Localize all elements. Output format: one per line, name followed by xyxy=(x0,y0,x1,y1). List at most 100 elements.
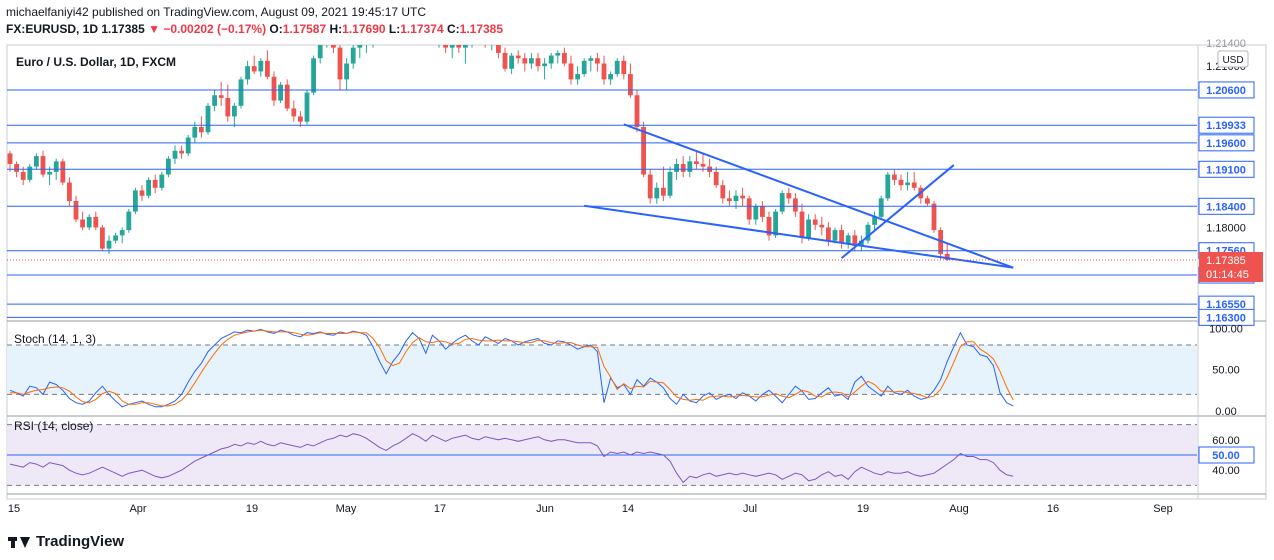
close-value: 1.17385 xyxy=(459,22,504,36)
stoch-tick-label: 0.00 xyxy=(1215,406,1236,418)
candle-body xyxy=(799,211,805,239)
candle-body xyxy=(337,47,343,80)
symbol-quote-line: FX:EURUSD, 1D 1.17385 ▼ −0.00202 (−0.17%… xyxy=(6,22,503,36)
last-price-label: 1.17385 xyxy=(1206,255,1246,267)
candle-body xyxy=(852,235,858,246)
low-value: 1.17374 xyxy=(400,22,444,36)
price-level-box xyxy=(1198,81,1255,99)
candle-body xyxy=(384,32,389,37)
candle-body xyxy=(324,37,329,40)
currency-box xyxy=(1217,50,1249,68)
candle-body xyxy=(641,126,646,175)
candle-body xyxy=(278,84,283,101)
candle-body xyxy=(86,216,92,228)
candle-body xyxy=(760,206,765,217)
candle-body xyxy=(872,216,877,225)
candle-body xyxy=(832,230,838,241)
price-level-label: 1.18400 xyxy=(1206,201,1246,213)
candle-body xyxy=(443,45,448,48)
candle-body xyxy=(27,166,33,180)
candle-body xyxy=(859,240,864,246)
open-label: O: xyxy=(269,22,283,36)
candle-body xyxy=(317,45,323,59)
candle-body xyxy=(60,161,66,183)
candle-body xyxy=(159,174,165,188)
price-level-box xyxy=(1198,308,1255,326)
price-level-box xyxy=(1198,160,1255,178)
candle-body xyxy=(522,58,528,64)
main-pane-title: Euro / U.S. Dollar, 1D, FXCM xyxy=(16,55,176,69)
candle-body xyxy=(146,179,151,196)
candle-body xyxy=(377,32,382,37)
candle-body xyxy=(793,198,798,212)
candle-body xyxy=(674,163,679,172)
candle-body xyxy=(139,190,145,196)
candle-body xyxy=(733,195,739,202)
candle-body xyxy=(720,185,726,199)
time-tick-label: Apr xyxy=(129,503,146,515)
candle-body xyxy=(199,126,204,133)
candle-body xyxy=(515,55,521,59)
candle-body xyxy=(661,187,666,196)
candle-body xyxy=(126,211,132,231)
time-tick-label: May xyxy=(336,503,357,515)
time-tick-label: 19 xyxy=(857,503,869,515)
candle-body xyxy=(265,60,270,77)
stoch-tick-label: 50.00 xyxy=(1212,365,1240,377)
open-value: 1.17587 xyxy=(282,22,327,36)
candle-body xyxy=(298,116,303,122)
candle-body xyxy=(938,230,943,254)
time-tick-label: 19 xyxy=(246,503,258,515)
candle-body xyxy=(212,95,217,106)
candle-body xyxy=(608,74,613,80)
candle-body xyxy=(727,198,732,202)
candle-body xyxy=(542,63,547,67)
candle-body xyxy=(588,58,594,61)
currency-label: USD xyxy=(1222,55,1243,66)
candle-body xyxy=(470,26,475,42)
price-change: −0.00202 (−0.17%) xyxy=(163,22,267,36)
candle-body xyxy=(483,29,488,40)
trend-line xyxy=(840,164,955,259)
candle-body xyxy=(284,84,290,109)
candle-body xyxy=(944,253,950,260)
candle-body xyxy=(680,163,686,172)
candle-body xyxy=(53,161,59,172)
candle-body xyxy=(331,45,336,48)
candle-body xyxy=(417,24,422,29)
candle-body xyxy=(133,190,138,212)
candle-body xyxy=(232,105,237,117)
candle-body xyxy=(205,105,211,133)
candle-body xyxy=(898,179,904,186)
candle-body xyxy=(931,203,937,231)
candle-body xyxy=(350,47,356,64)
candle-body xyxy=(878,198,884,217)
candle-body xyxy=(548,55,554,64)
candle-body xyxy=(463,45,468,48)
candle-body xyxy=(654,187,660,199)
symbol-name[interactable]: FX:EURUSD, 1D xyxy=(6,22,99,36)
tradingview-logo-icon xyxy=(8,535,30,549)
candle-body xyxy=(647,174,653,199)
candle-body xyxy=(489,37,494,40)
footer-brand[interactable]: TradingView xyxy=(8,533,124,550)
close-label: C: xyxy=(446,22,460,36)
candle-body xyxy=(839,230,844,244)
brand-text: TradingView xyxy=(36,533,125,550)
candle-body xyxy=(700,163,706,167)
candle-body xyxy=(713,171,719,186)
down-arrow-icon: ▼ xyxy=(148,22,160,36)
low-label: L: xyxy=(388,22,401,36)
rsi-tick-label: 60.00 xyxy=(1212,435,1240,447)
candle-body xyxy=(502,52,508,69)
candle-body xyxy=(20,171,26,180)
candle-body xyxy=(555,52,561,56)
candle-body xyxy=(166,158,171,175)
candle-body xyxy=(251,66,257,72)
candle-body xyxy=(892,174,897,180)
candle-body xyxy=(667,171,673,196)
price-level-label: 1.20600 xyxy=(1206,85,1246,97)
time-tick-label: Jun xyxy=(536,503,554,515)
rsi-level-box xyxy=(1198,446,1255,464)
